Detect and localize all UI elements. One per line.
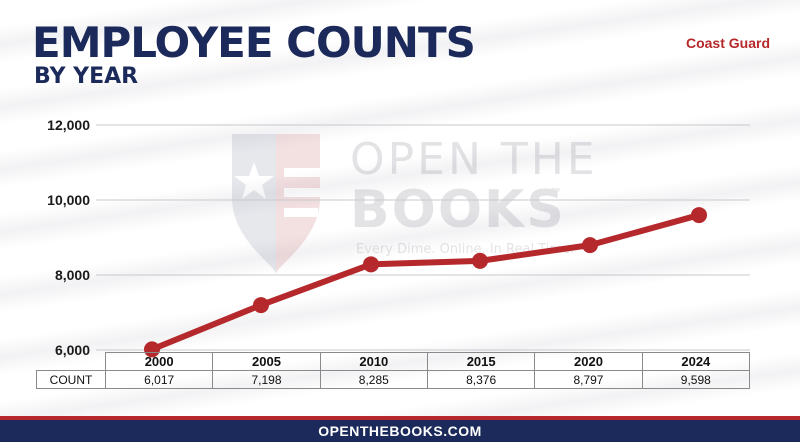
series-line xyxy=(149,212,702,353)
data-point xyxy=(253,297,269,314)
data-point xyxy=(582,237,598,254)
watermark-trademark: ™ xyxy=(550,186,562,200)
table-count-cell: 8,376 xyxy=(426,370,536,389)
table-year-cell: 2005 xyxy=(212,352,321,371)
table-count-cell: 9,598 xyxy=(641,370,751,389)
series-layer xyxy=(144,207,707,358)
footer-site-link[interactable]: OPENTHEBOOKS.COM xyxy=(318,423,482,439)
agency-label: Coast Guard xyxy=(685,35,770,51)
table-count-cell: 8,797 xyxy=(534,370,643,389)
table-year-cell: 2024 xyxy=(641,352,751,371)
table-row-label: COUNT xyxy=(36,370,106,389)
watermark-line-2: BOOKS xyxy=(350,180,566,240)
watermark-line-1: OPEN THE xyxy=(350,134,598,185)
table-count-cell: 6,017 xyxy=(104,370,214,389)
data-point xyxy=(363,256,379,273)
data-table: 2000 2005 2010 2015 2020 2024 COUNT 6,01… xyxy=(36,352,751,389)
y-tick-label: 10,000 xyxy=(47,192,90,208)
data-point xyxy=(472,252,488,269)
table-year-cell: 2000 xyxy=(104,352,214,371)
footer-bar: OPENTHEBOOKS.COM xyxy=(0,416,800,442)
open-the-books-watermark: OPEN THE BOOKS ™ Every Dime. Online. In … xyxy=(226,128,595,278)
y-tick-label: 8,000 xyxy=(55,267,90,283)
data-point xyxy=(691,207,707,224)
table-corner-cell xyxy=(36,352,106,371)
table-year-cell: 2020 xyxy=(534,352,643,371)
table-count-cell: 7,198 xyxy=(212,370,321,389)
chart-title: EMPLOYEE COUNTS xyxy=(32,18,476,67)
grid-lines xyxy=(96,124,750,351)
table-year-cell: 2010 xyxy=(319,352,428,371)
chart-subtitle: BY YEAR xyxy=(34,64,139,89)
table-count-cell: 8,285 xyxy=(319,370,428,389)
shield-icon xyxy=(232,134,320,274)
table-year-cell: 2015 xyxy=(426,352,536,371)
y-tick-label: 12,000 xyxy=(47,117,90,133)
